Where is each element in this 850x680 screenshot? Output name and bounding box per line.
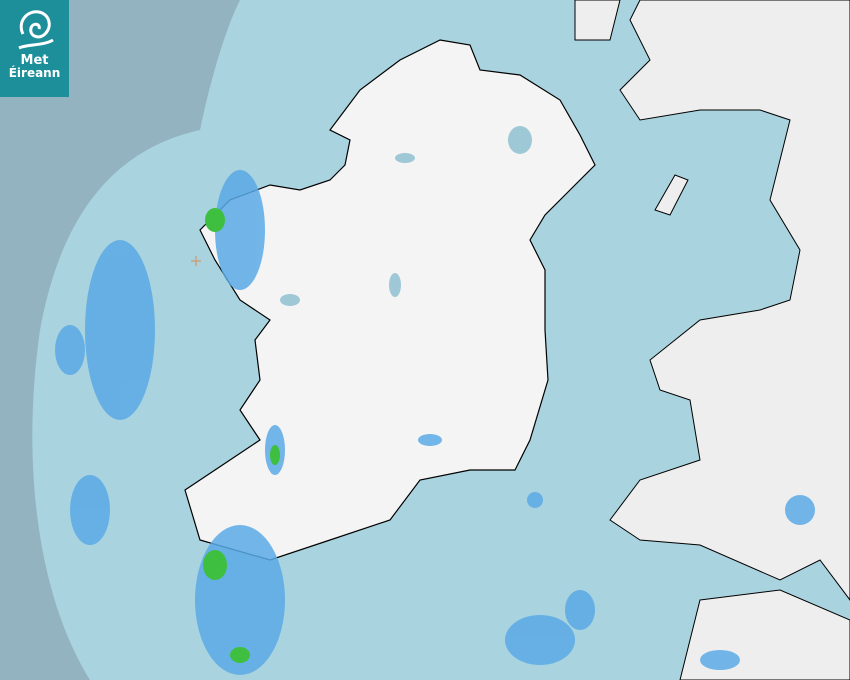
swirl-icon	[17, 10, 54, 50]
met-eireann-logo[interactable]: Met Éireann	[0, 0, 69, 97]
ireland-land	[184, 39, 596, 561]
logo-text-eireann: Éireann	[8, 66, 61, 80]
lakes	[280, 126, 532, 306]
plus-icon	[191, 256, 201, 266]
rain-echoes	[55, 170, 815, 675]
great-britain-land	[574, 0, 850, 680]
logo-text-met: Met	[20, 53, 49, 68]
